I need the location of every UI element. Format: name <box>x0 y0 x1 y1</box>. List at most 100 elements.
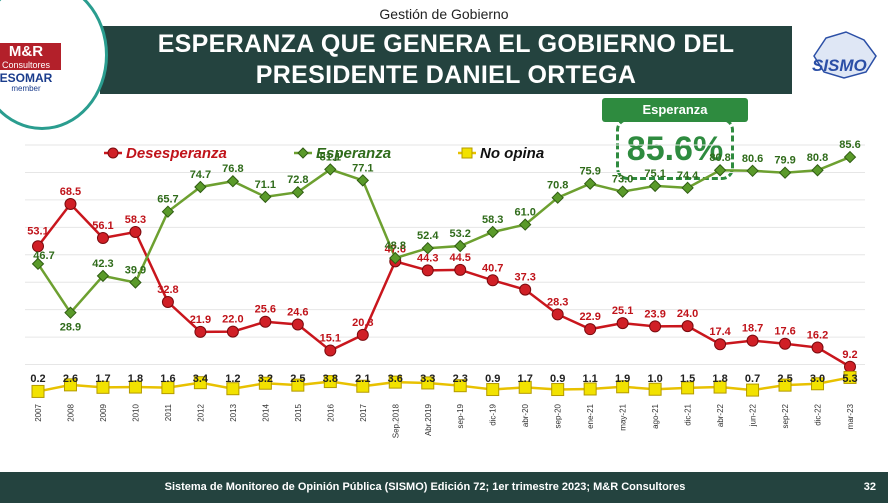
x-tick-label: Sep.2018 <box>391 403 400 438</box>
data-label-no-opina: 0.9 <box>485 373 500 385</box>
data-label-no-opina: 1.8 <box>128 373 143 385</box>
data-label-no-opina: 1.8 <box>712 373 727 385</box>
data-label-esperanza: 74.7 <box>190 169 211 181</box>
point-no-opina <box>31 384 45 398</box>
page-number: 32 <box>863 481 876 493</box>
page-title: ESPERANZA QUE GENERA EL GOBIERNO DEL PRE… <box>100 26 792 94</box>
x-tick-label: dic-22 <box>814 403 823 425</box>
point-desesperanza <box>811 341 824 354</box>
title-line-2: PRESIDENTE DANIEL ORTEGA <box>255 61 637 89</box>
point-desesperanza <box>64 198 77 211</box>
point-desesperanza <box>226 325 239 338</box>
x-tick-label: 2014 <box>261 403 270 421</box>
point-no-opina <box>681 381 695 395</box>
data-label-desesperanza: 15.1 <box>320 333 341 345</box>
point-no-opina <box>843 370 857 384</box>
data-label-no-opina: 1.0 <box>647 373 662 385</box>
point-esperanza <box>421 241 434 255</box>
footer: Sistema de Monitoreo de Opinión Pública … <box>0 472 888 503</box>
data-label-desesperanza: 32.8 <box>157 284 178 296</box>
point-no-opina <box>291 378 305 392</box>
point-esperanza <box>616 185 629 198</box>
legend-marker-no-opina <box>461 147 473 159</box>
mr-logo-text: M&R Consultores ESOMAR member <box>0 43 61 93</box>
x-tick-label: Abr.2019 <box>424 403 433 436</box>
point-desesperanza <box>32 240 44 253</box>
point-desesperanza <box>519 283 532 296</box>
data-label-desesperanza: 44.3 <box>417 252 438 264</box>
section-label: Gestión de Gobierno <box>379 6 509 22</box>
data-label-desesperanza: 28.3 <box>547 296 568 308</box>
point-no-opina <box>778 378 792 392</box>
point-desesperanza <box>486 274 499 287</box>
data-label-esperanza: 73.0 <box>612 174 633 186</box>
point-esperanza <box>291 185 305 199</box>
x-tick-label: 2007 <box>34 403 43 421</box>
data-label-desesperanza: 24.6 <box>287 306 308 318</box>
data-label-esperanza: 74.4 <box>677 170 699 182</box>
point-no-opina <box>713 380 727 394</box>
data-label-esperanza: 52.4 <box>417 230 439 242</box>
data-label-no-opina: 1.6 <box>160 373 175 385</box>
x-tick-label: 2009 <box>99 403 108 421</box>
point-no-opina <box>388 375 402 389</box>
data-label-no-opina: 5.3 <box>842 373 857 385</box>
data-label-no-opina: 2.1 <box>355 373 370 385</box>
point-esperanza <box>746 164 759 178</box>
data-label-desesperanza: 22.0 <box>222 314 243 326</box>
data-label-desesperanza: 25.6 <box>255 304 276 316</box>
point-esperanza <box>259 190 272 204</box>
data-label-desesperanza: 21.9 <box>190 314 211 326</box>
point-esperanza <box>389 251 402 265</box>
legend-marker-esperanza <box>297 147 309 159</box>
point-desesperanza <box>616 317 629 330</box>
point-no-opina <box>96 380 110 394</box>
series-line-esperanza <box>36 155 851 315</box>
data-label-esperanza: 75.1 <box>644 168 665 180</box>
point-desesperanza <box>746 334 759 347</box>
data-label-desesperanza: 17.6 <box>774 326 795 338</box>
point-desesperanza <box>194 325 207 338</box>
point-no-opina <box>63 378 77 392</box>
data-label-esperanza: 85.6 <box>839 139 860 151</box>
data-label-esperanza: 28.9 <box>60 322 81 334</box>
point-no-opina <box>421 376 435 390</box>
data-label-esperanza: 48.8 <box>385 240 406 252</box>
point-esperanza <box>129 276 142 289</box>
x-tick-label: ene-21 <box>586 403 595 428</box>
data-label-desesperanza: 44.5 <box>450 252 471 264</box>
point-no-opina <box>161 381 175 395</box>
data-label-esperanza: 46.7 <box>33 250 54 262</box>
point-esperanza <box>583 177 597 190</box>
point-no-opina <box>258 376 272 390</box>
data-label-no-opina: 2.3 <box>453 373 468 385</box>
point-esperanza <box>648 179 662 193</box>
badge-value: 85.6% <box>616 118 734 180</box>
point-esperanza <box>713 164 727 177</box>
data-label-esperanza: 71.1 <box>255 179 276 191</box>
legend-label-desesperanza: Desesperanza <box>126 145 227 162</box>
data-label-no-opina: 2.5 <box>290 373 305 385</box>
x-tick-label: dic-19 <box>489 403 498 425</box>
point-esperanza <box>843 150 857 164</box>
data-label-no-opina: 3.2 <box>258 373 273 385</box>
data-label-esperanza: 53.2 <box>450 228 471 240</box>
esperanza-badge: 85.6% Esperanza <box>602 98 748 184</box>
point-no-opina <box>486 383 500 397</box>
point-no-opina <box>323 375 337 389</box>
x-tick-label: 2017 <box>359 403 368 421</box>
data-label-desesperanza: 24.0 <box>677 308 698 320</box>
point-desesperanza <box>161 295 174 308</box>
data-label-no-opina: 2.6 <box>63 373 78 385</box>
data-label-no-opina: 3.4 <box>193 373 209 385</box>
x-tick-label: mar-23 <box>846 403 855 429</box>
data-label-esperanza: 79.9 <box>774 155 795 167</box>
point-desesperanza <box>649 320 662 333</box>
data-label-no-opina: 1.5 <box>680 373 695 385</box>
x-tick-label: may-21 <box>619 403 628 430</box>
point-esperanza <box>486 225 499 239</box>
data-label-no-opina: 1.7 <box>95 373 110 385</box>
point-desesperanza <box>324 344 337 357</box>
data-label-esperanza: 65.7 <box>157 194 178 206</box>
